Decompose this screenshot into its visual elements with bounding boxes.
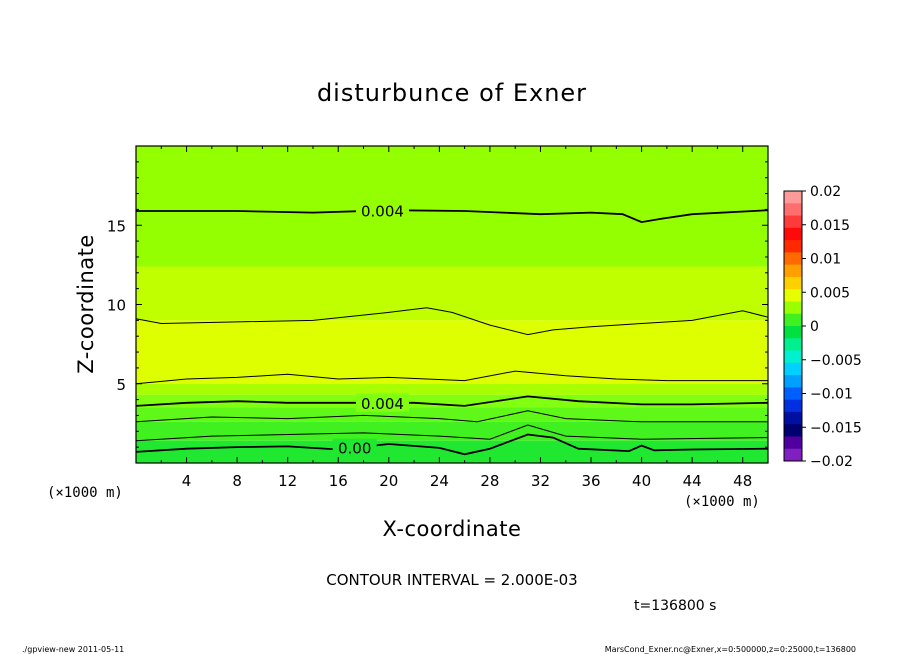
x-tick-label-9: 40 xyxy=(632,472,651,490)
colorbar-cell-9 xyxy=(784,301,802,315)
colorbar-cell-2 xyxy=(784,215,802,229)
colorbar-cell-11 xyxy=(784,326,802,339)
x-tick-label-4: 20 xyxy=(379,472,398,490)
x-tick-label-11: 48 xyxy=(733,472,752,490)
y-tick-label-1: 10 xyxy=(107,297,126,315)
colorbar-label-1: 0.015 xyxy=(810,218,850,234)
colorbar-cell-18 xyxy=(784,411,802,425)
colorbar-cell-8 xyxy=(784,289,802,302)
contour-line-2 xyxy=(135,370,768,385)
x-tick-label-10: 44 xyxy=(683,472,702,490)
contour-band-2 xyxy=(136,320,768,384)
colorbar-cell-1 xyxy=(784,203,802,217)
contour-line-5 xyxy=(135,424,769,442)
contour-line-1 xyxy=(135,307,769,336)
colorbar-cell-4 xyxy=(784,240,802,253)
plot-area xyxy=(135,146,769,463)
contour-label-bg-6 xyxy=(332,438,377,457)
x-tick-label-1: 8 xyxy=(232,472,242,490)
colorbar-cell-3 xyxy=(784,227,802,241)
x-tick-label-7: 32 xyxy=(531,472,550,490)
colorbar-cell-13 xyxy=(784,350,802,364)
colorbar-cell-5 xyxy=(784,252,802,266)
contour-line-0 xyxy=(136,209,769,224)
colorbar-cell-21 xyxy=(784,448,802,462)
x-unit-right: (×1000 m) xyxy=(684,494,760,510)
colorbar-cell-17 xyxy=(784,399,802,413)
y-tick-label-0: 5 xyxy=(116,376,126,394)
colorbar-label-6: −0.01 xyxy=(810,387,853,403)
contour-band-0 xyxy=(136,146,768,267)
contour-label-3: 0.004 xyxy=(361,395,404,413)
colorbar-label-7: −0.015 xyxy=(810,420,862,436)
x-tick-label-0: 4 xyxy=(182,472,192,490)
x-axis-ticks: 4 8 12 16 20 24 28 32 36 40 44 48 xyxy=(160,146,752,490)
colorbar-label-3: 0.005 xyxy=(810,285,850,301)
colorbar-label-0: 0.02 xyxy=(810,184,841,200)
contour-label-0: 0.004 xyxy=(361,202,404,220)
colorbar-label-2: 0.01 xyxy=(810,252,841,268)
colorbar-label-8: −0.02 xyxy=(810,454,853,470)
x-tick-label-8: 36 xyxy=(581,472,600,490)
contour-line-3 xyxy=(135,395,769,407)
colorbar-cell-10 xyxy=(784,313,802,327)
x-tick-label-5: 24 xyxy=(430,472,449,490)
time-label: t=136800 s xyxy=(634,598,716,614)
chart-title: disturbunce of Exner xyxy=(317,79,587,107)
colorbar-cell-16 xyxy=(784,387,802,401)
y-axis-ticks: 5 10 15 xyxy=(107,161,768,448)
contour-labels: 0.004 0.004 0.00 xyxy=(332,201,409,458)
colorbar-label-4: 0 xyxy=(810,319,819,335)
footer-right: MarsCond_Exner.nc@Exner,x=0:500000,z=0:2… xyxy=(605,645,856,654)
contour-line-4 xyxy=(135,410,768,423)
contour-label-bg-3 xyxy=(355,393,409,412)
x-tick-label-2: 12 xyxy=(278,472,297,490)
contour-line-6 xyxy=(135,433,769,456)
colorbar-cell-6 xyxy=(784,264,802,278)
colorbar-cell-19 xyxy=(784,424,802,437)
contour-band-3 xyxy=(136,383,768,395)
colorbar: 0.02 0.015 0.01 0.005 0 −0.005 −0.01 −0.015 −0.0… xyxy=(783,184,862,470)
colorbar-cell-20 xyxy=(784,436,802,450)
y-axis-label: Z-coordinate xyxy=(74,234,98,374)
footer-left: ./gpview-new 2011-05-11 xyxy=(22,645,124,654)
x-tick-label-6: 28 xyxy=(480,472,499,490)
colorbar-label-5: −0.005 xyxy=(810,353,862,369)
colorbar-cell-0 xyxy=(784,191,802,204)
contour-band-6 xyxy=(136,421,768,441)
contour-band-4 xyxy=(136,394,768,408)
contour-interval: CONTOUR INTERVAL = 2.000E-03 xyxy=(326,571,577,589)
contour-label-6: 0.00 xyxy=(338,440,371,458)
y-tick-label-2: 15 xyxy=(107,217,126,235)
colorbar-cell-14 xyxy=(784,362,802,376)
x-axis-label: X-coordinate xyxy=(383,517,522,541)
x-tick-label-3: 16 xyxy=(329,472,348,490)
x-unit-left: (×1000 m) xyxy=(47,485,123,501)
colorbar-cell-7 xyxy=(784,276,802,290)
colorbar-cell-12 xyxy=(784,338,802,352)
contour-label-bg-0 xyxy=(355,201,409,220)
contour-band-1 xyxy=(136,266,768,321)
colorbar-cell-15 xyxy=(784,375,802,388)
